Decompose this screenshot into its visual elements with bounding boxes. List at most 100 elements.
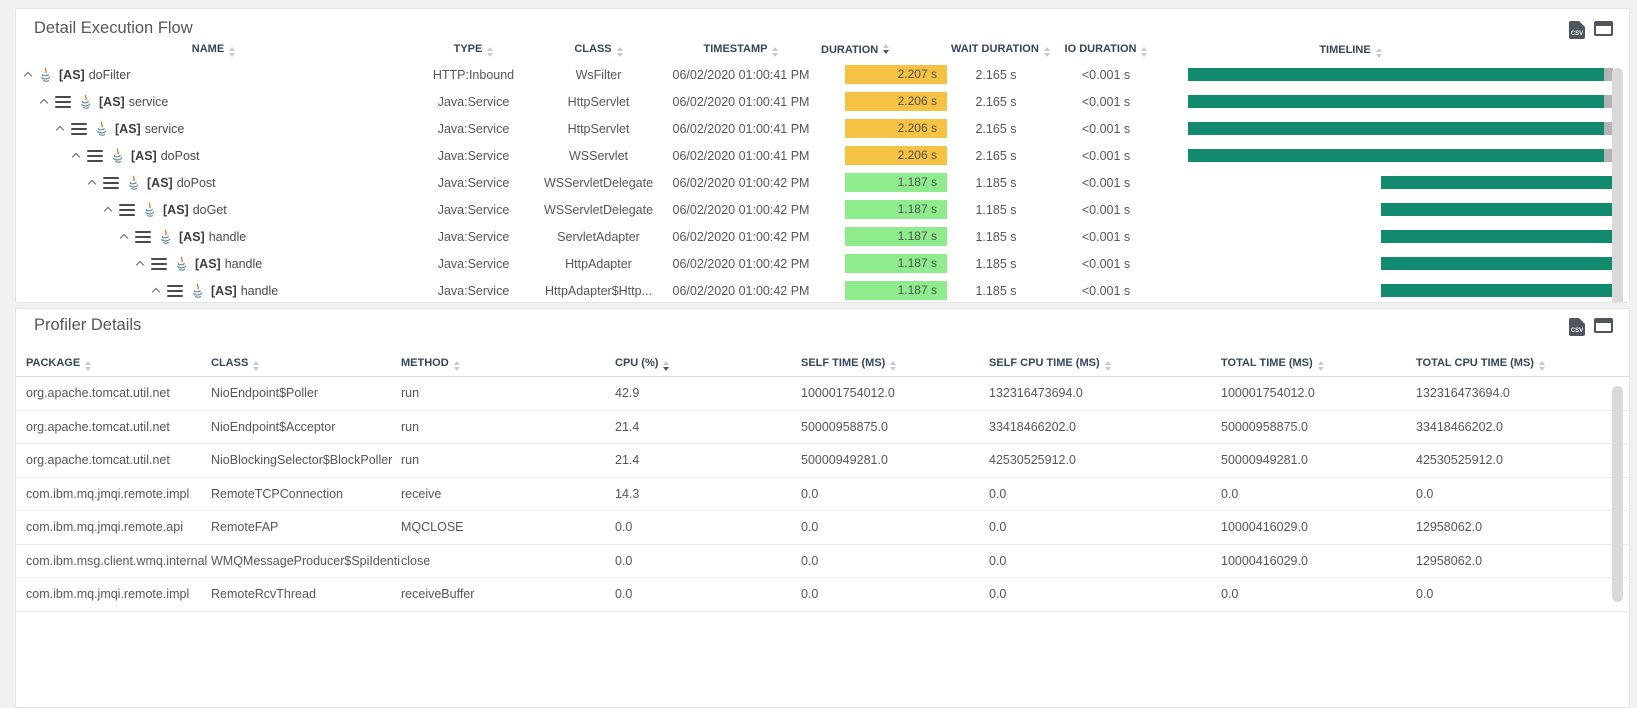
profiler-actions: CSV: [1569, 318, 1613, 336]
class-cell: WSServlet: [536, 149, 661, 163]
io-duration-cell: <0.001 s: [1041, 284, 1171, 298]
duration-badge: 1.187 s: [845, 227, 947, 246]
wait-duration-cell: 1.185 s: [951, 230, 1041, 244]
timeline-bar: [1381, 203, 1613, 216]
profiler-row[interactable]: org.apache.tomcat.util.net NioEndpoint$P…: [16, 377, 1629, 411]
row-menu-icon[interactable]: [103, 177, 119, 189]
java-icon: [143, 202, 156, 217]
wait-duration-cell: 2.165 s: [951, 122, 1041, 136]
execution-flow-row[interactable]: [AS] doPost Java:Service WSServlet 06/02…: [16, 142, 1629, 169]
collapse-caret-icon[interactable]: [136, 259, 145, 268]
timeline-bar: [1188, 68, 1604, 81]
row-menu-icon[interactable]: [135, 231, 151, 243]
column-header-class[interactable]: CLASS: [536, 43, 661, 57]
profiler-row[interactable]: com.ibm.mq.jmqi.remote.impl RemoteRcvThr…: [16, 578, 1629, 612]
type-cell: Java:Service: [411, 95, 536, 109]
sort-icon: [1539, 361, 1545, 371]
collapse-caret-icon[interactable]: [88, 178, 97, 187]
self-time-cell: 0.0: [801, 587, 989, 601]
duration-cell: 2.207 s: [821, 65, 951, 84]
execution-flow-row[interactable]: [AS] handle Java:Service ServletAdapter …: [16, 223, 1629, 250]
column-header-method[interactable]: METHOD: [401, 357, 615, 371]
column-header-timeline[interactable]: TIMELINE: [1188, 44, 1613, 57]
expand-window-icon[interactable]: [1594, 21, 1613, 36]
column-header-package[interactable]: PACKAGE: [26, 357, 211, 371]
profiler-row[interactable]: org.apache.tomcat.util.net NioEndpoint$A…: [16, 411, 1629, 445]
wait-duration-cell: 1.185 s: [951, 176, 1041, 190]
column-header-total-time[interactable]: TOTAL TIME (MS): [1221, 357, 1416, 371]
duration-badge: 1.187 s: [845, 200, 947, 219]
row-menu-icon[interactable]: [55, 96, 71, 108]
duration-badge: 2.206 s: [845, 119, 947, 138]
java-icon: [159, 229, 172, 244]
column-header-self-cpu-time[interactable]: SELF CPU TIME (MS): [989, 357, 1221, 371]
tree-name-cell: [AS] service: [16, 121, 411, 136]
total-cpu-time-cell: 33418466202.0: [1416, 420, 1616, 434]
column-header-timestamp[interactable]: TIMESTAMP: [661, 43, 821, 57]
execution-flow-scrollbar[interactable]: [1612, 68, 1623, 303]
execution-flow-row[interactable]: [AS] handle Java:Service HttpAdapter$Htt…: [16, 277, 1629, 303]
profiler-row[interactable]: com.ibm.mq.jmqi.remote.impl RemoteTCPCon…: [16, 478, 1629, 512]
class-cell: HttpAdapter: [536, 257, 661, 271]
row-menu-icon[interactable]: [119, 204, 135, 216]
collapse-caret-icon[interactable]: [120, 232, 129, 241]
timeline-cell: [1188, 257, 1613, 270]
column-header-self-time[interactable]: SELF TIME (MS): [801, 357, 989, 371]
profiler-row[interactable]: com.ibm.msg.client.wmq.internal WMQMessa…: [16, 545, 1629, 579]
cpu-cell: 0.0: [615, 587, 801, 601]
node-prefix: [AS]: [211, 284, 237, 298]
export-csv-icon[interactable]: CSV: [1569, 21, 1585, 39]
profiler-row[interactable]: com.ibm.mq.jmqi.remote.api RemoteFAP MQC…: [16, 511, 1629, 545]
duration-cell: 2.206 s: [821, 92, 951, 111]
profiler-scrollbar[interactable]: [1612, 386, 1623, 602]
sort-icon: [454, 361, 460, 371]
column-header-wait-duration[interactable]: WAIT DURATION: [951, 43, 1041, 57]
row-menu-icon[interactable]: [71, 123, 87, 135]
profiler-row[interactable]: org.apache.tomcat.util.net NioBlockingSe…: [16, 444, 1629, 478]
row-menu-icon[interactable]: [151, 258, 167, 270]
type-cell: Java:Service: [411, 257, 536, 271]
tree-name-cell: [AS] handle: [16, 256, 411, 271]
total-time-cell: 0.0: [1221, 587, 1416, 601]
collapse-caret-icon[interactable]: [152, 286, 161, 295]
column-header-name[interactable]: NAME: [16, 43, 411, 57]
column-header-io-duration[interactable]: IO DURATION: [1041, 43, 1171, 57]
io-duration-cell: <0.001 s: [1041, 203, 1171, 217]
timeline-bar: [1188, 95, 1604, 108]
node-label: handle: [225, 257, 263, 271]
io-duration-cell: <0.001 s: [1041, 257, 1171, 271]
column-header-type[interactable]: TYPE: [411, 43, 536, 57]
timestamp-cell: 06/02/2020 01:00:41 PM: [661, 68, 821, 82]
execution-flow-row[interactable]: [AS] doFilter HTTP:Inbound WsFilter 06/0…: [16, 61, 1629, 88]
row-menu-icon[interactable]: [87, 150, 103, 162]
java-icon: [127, 175, 140, 190]
java-icon: [39, 67, 52, 82]
column-header-duration[interactable]: DURATION: [821, 44, 951, 56]
execution-flow-row[interactable]: [AS] service Java:Service HttpServlet 06…: [16, 115, 1629, 142]
io-duration-cell: <0.001 s: [1041, 149, 1171, 163]
timeline-bar: [1188, 149, 1604, 162]
column-header-cpu[interactable]: CPU (%): [615, 357, 801, 371]
collapse-caret-icon[interactable]: [56, 124, 65, 133]
self-cpu-time-cell: 42530525912.0: [989, 453, 1221, 467]
execution-flow-row[interactable]: [AS] doGet Java:Service WSServletDelegat…: [16, 196, 1629, 223]
wait-duration-cell: 1.185 s: [951, 284, 1041, 298]
total-time-cell: 10000416029.0: [1221, 520, 1416, 534]
execution-flow-row[interactable]: [AS] service Java:Service HttpServlet 06…: [16, 88, 1629, 115]
collapse-caret-icon[interactable]: [24, 70, 33, 79]
column-header-total-cpu-time[interactable]: TOTAL CPU TIME (MS): [1416, 357, 1616, 371]
sort-icon: [617, 47, 623, 57]
collapse-caret-icon[interactable]: [40, 97, 49, 106]
execution-flow-row[interactable]: [AS] doPost Java:Service WSServletDelega…: [16, 169, 1629, 196]
type-cell: Java:Service: [411, 230, 536, 244]
export-csv-icon[interactable]: CSV: [1569, 318, 1585, 336]
collapse-caret-icon[interactable]: [72, 151, 81, 160]
column-header-class[interactable]: CLASS: [211, 357, 401, 371]
execution-flow-row[interactable]: [AS] handle Java:Service HttpAdapter 06/…: [16, 250, 1629, 277]
type-cell: HTTP:Inbound: [411, 68, 536, 82]
expand-window-icon[interactable]: [1594, 318, 1613, 333]
duration-badge: 2.206 s: [845, 146, 947, 165]
timeline-cell: [1188, 203, 1613, 216]
row-menu-icon[interactable]: [167, 285, 183, 297]
collapse-caret-icon[interactable]: [104, 205, 113, 214]
